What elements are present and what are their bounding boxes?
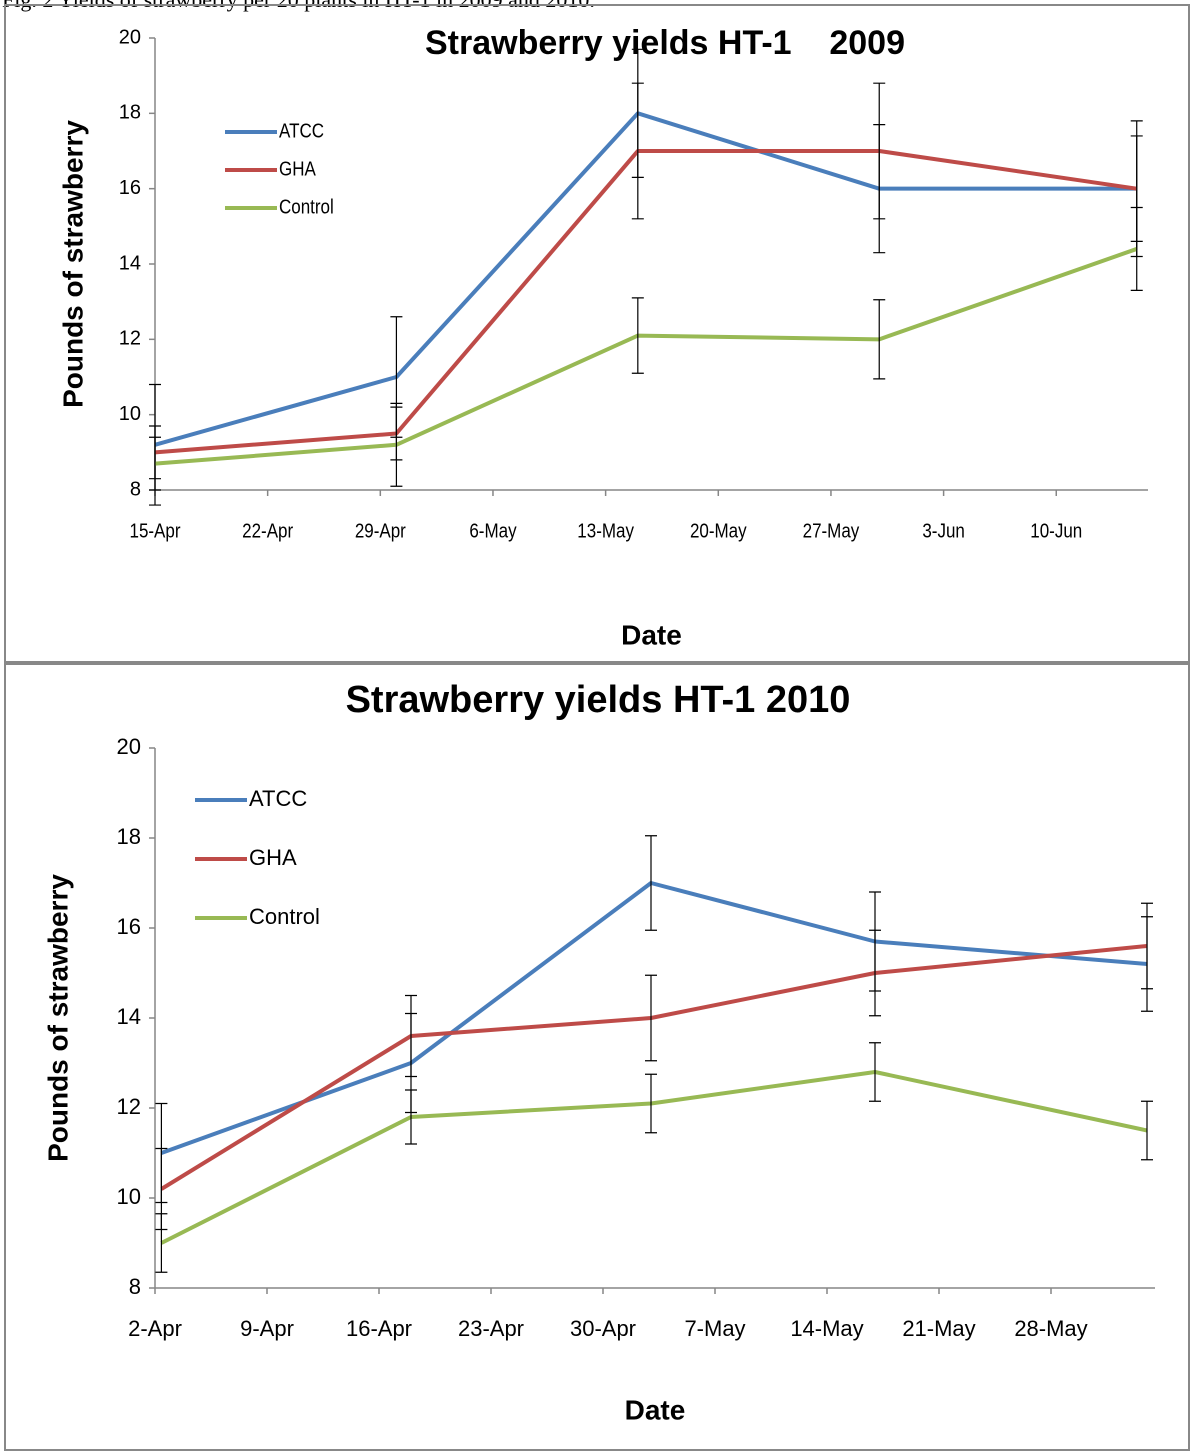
legend-label: GHA [279,157,316,180]
x-tick-label: 3-Jun [922,519,965,542]
error-bar [405,1089,417,1145]
y-axis-label: Pounds of strawberry [57,120,88,408]
x-tick-label: 14-May [790,1316,863,1341]
error-bar [1141,1100,1153,1161]
x-tick-label: 2-Apr [128,1316,182,1341]
y-tick-label: 10 [117,1184,141,1209]
x-tick-label: 21-May [902,1316,975,1341]
x-tick-label: 9-Apr [240,1316,294,1341]
y-tick-label: 16 [119,177,141,199]
x-tick-label: 28-May [1014,1316,1087,1341]
y-axis-label: Pounds of strawberry [42,874,73,1162]
x-tick-label: 22-Apr [242,519,293,542]
caption: Fig. 2 Yields of strawberry per 20 plant… [2,0,595,12]
x-axis-label: Date [625,1394,686,1425]
y-tick-label: 12 [117,1094,141,1119]
legend-label: Control [279,195,334,218]
x-tick-label: 6-May [469,519,517,542]
y-tick-label: 20 [119,26,141,48]
y-tick-label: 8 [130,478,141,500]
y-tick-label: 18 [119,102,141,124]
legend-label: ATCC [249,786,307,811]
series-line [154,247,1138,466]
y-tick-label: 16 [117,914,141,939]
x-tick-label: 20-May [690,519,747,542]
error-bar [645,1073,657,1134]
chart-title: Strawberry yields HT-1 2010 [346,679,851,721]
error-bar [149,436,161,491]
x-tick-label: 27-May [803,519,860,542]
chart-frame [4,4,1190,663]
y-tick-label: 20 [117,734,141,759]
x-tick-label: 10-Jun [1030,519,1082,542]
x-tick-label: 30-Apr [570,1316,636,1341]
y-tick-label: 14 [117,1004,141,1029]
series-line [160,944,1148,1191]
error-bar [631,297,644,374]
error-bar [155,1213,168,1273]
y-tick-label: 14 [119,252,141,274]
error-bar [645,974,657,1062]
x-tick-label: 16-Apr [346,1316,412,1341]
chart-title: Strawberry yields HT-1 2009 [425,24,905,62]
x-tick-label: 13-May [577,519,634,542]
x-tick-label: 29-Apr [355,519,406,542]
error-bar [873,82,886,220]
error-bar [405,994,417,1078]
error-bar [645,835,657,931]
error-bar [1130,206,1143,291]
error-bar [1141,902,1153,990]
x-tick-label: 23-Apr [458,1316,524,1341]
y-tick-label: 18 [117,824,141,849]
x-axis-label: Date [621,619,682,650]
error-bar [869,1042,881,1102]
error-bar [869,929,881,1017]
y-tick-label: 12 [119,328,141,350]
x-tick-label: 7-May [684,1316,745,1341]
legend-label: ATCC [279,119,324,142]
x-tick-label: 15-Apr [130,519,181,542]
legend-label: Control [249,904,320,929]
y-tick-label: 10 [119,403,141,425]
chart-frame [4,663,1190,1451]
error-bar [390,402,403,487]
y-tick-label: 8 [129,1274,141,1299]
legend-label: GHA [249,845,297,870]
error-bar [631,82,644,220]
error-bar [873,299,886,380]
